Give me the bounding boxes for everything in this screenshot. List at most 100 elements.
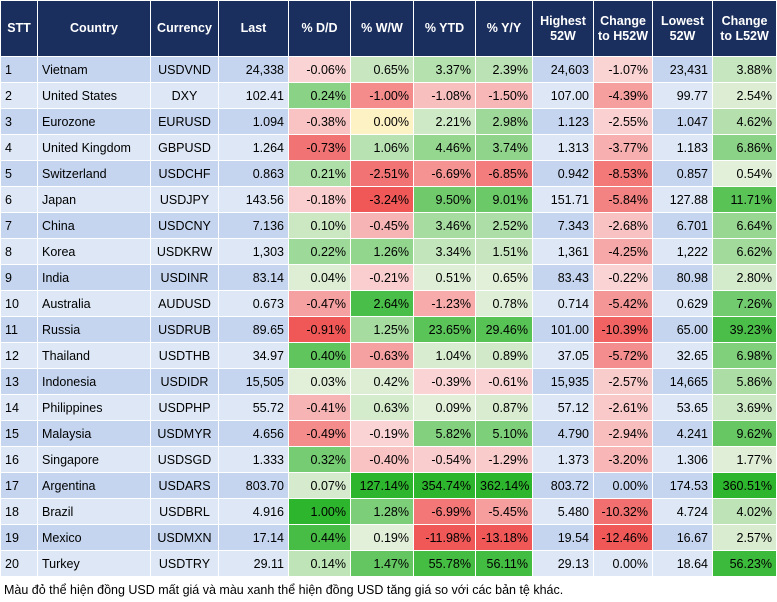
table-cell: 20 xyxy=(0,550,38,577)
table-cell: 83.43 xyxy=(532,264,594,291)
table-cell: 0.714 xyxy=(532,290,594,317)
table-cell: -2.55% xyxy=(593,108,653,135)
table-cell: GBPUSD xyxy=(150,134,219,161)
table-row: 17 Argentina USDARS 803.70 0.07% 127.14% 354.7… xyxy=(0,472,777,499)
table-cell: 102.41 xyxy=(218,82,289,109)
table-cell: -0.19% xyxy=(350,420,414,447)
table-cell: 803.72 xyxy=(532,472,594,499)
table-cell: USDRUB xyxy=(150,316,219,343)
table-cell: 7 xyxy=(0,212,38,239)
table-cell: 1.094 xyxy=(218,108,289,135)
table-cell: United States xyxy=(37,82,151,109)
table-cell: 29.13 xyxy=(532,550,594,577)
table-cell: 6.701 xyxy=(652,212,713,239)
table-cell: 4 xyxy=(0,134,38,161)
table-cell: -0.61% xyxy=(475,368,533,395)
table-cell: 0.857 xyxy=(652,160,713,187)
column-header: % D/D xyxy=(288,0,351,57)
table-cell: -5.45% xyxy=(475,498,533,525)
table-row: 8 Korea USDKRW 1,303 0.22% 1.26% 3.34% 1.51% 1,3… xyxy=(0,238,777,265)
table-cell: 0.629 xyxy=(652,290,713,317)
table-cell: 65.00 xyxy=(652,316,713,343)
table-cell: 0.65% xyxy=(475,264,533,291)
table-row: 5 Switzerland USDCHF 0.863 0.21% -2.51% -6.69%… xyxy=(0,160,777,187)
table-cell: 23.65% xyxy=(413,316,476,343)
table-cell: -4.39% xyxy=(593,82,653,109)
table-cell: 0.00% xyxy=(593,550,653,577)
table-cell: 0.40% xyxy=(288,342,351,369)
table-cell: DXY xyxy=(150,82,219,109)
table-cell: 1.06% xyxy=(350,134,414,161)
table-cell: 0.863 xyxy=(218,160,289,187)
table-cell: Japan xyxy=(37,186,151,213)
table-cell: 6.98% xyxy=(712,342,777,369)
table-cell: 0.44% xyxy=(288,524,351,551)
table-cell: 3.69% xyxy=(712,394,777,421)
table-cell: 3.74% xyxy=(475,134,533,161)
table-cell: USDBRL xyxy=(150,498,219,525)
table-cell: 7.136 xyxy=(218,212,289,239)
table-cell: 0.19% xyxy=(350,524,414,551)
table-cell: 57.12 xyxy=(532,394,594,421)
column-header: % W/W xyxy=(350,0,414,57)
table-cell: USDTRY xyxy=(150,550,219,577)
table-cell: -3.20% xyxy=(593,446,653,473)
table-cell: USDMYR xyxy=(150,420,219,447)
table-cell: 0.04% xyxy=(288,264,351,291)
table-cell: 1 xyxy=(0,56,38,83)
table-cell: 17.14 xyxy=(218,524,289,551)
table-cell: USDARS xyxy=(150,472,219,499)
table-cell: -2.61% xyxy=(593,394,653,421)
table-cell: 6.64% xyxy=(712,212,777,239)
fx-table: STT Country Currency Last% D/D% W/W% YTD% Y… xyxy=(0,0,777,577)
table-cell: USDJPY xyxy=(150,186,219,213)
table-cell: 5.86% xyxy=(712,368,777,395)
table-cell: 11 xyxy=(0,316,38,343)
table-cell: 10 xyxy=(0,290,38,317)
table-cell: -3.77% xyxy=(593,134,653,161)
table-cell: -0.22% xyxy=(593,264,653,291)
table-row: 15 Malaysia USDMYR 4.656 -0.49% -0.19% 5.82% 5.… xyxy=(0,420,777,447)
table-cell: 5.480 xyxy=(532,498,594,525)
column-header: Highest 52W xyxy=(532,0,594,57)
table-cell: 0.14% xyxy=(288,550,351,577)
column-header: Change to L52W xyxy=(712,0,777,57)
table-cell: 4.790 xyxy=(532,420,594,447)
table-cell: -5.84% xyxy=(593,186,653,213)
table-cell: -11.98% xyxy=(413,524,476,551)
table-cell: 0.07% xyxy=(288,472,351,499)
table-row: 16 Singapore USDSGD 1.333 0.32% -0.40% -0.54% -… xyxy=(0,446,777,473)
table-cell: 1.25% xyxy=(350,316,414,343)
table-cell: 4.916 xyxy=(218,498,289,525)
table-cell: -6.99% xyxy=(413,498,476,525)
table-cell: 127.14% xyxy=(350,472,414,499)
table-cell: 143.56 xyxy=(218,186,289,213)
table-cell: -1.23% xyxy=(413,290,476,317)
table-cell: Vietnam xyxy=(37,56,151,83)
table-cell: 360.51% xyxy=(712,472,777,499)
table-cell: -2.57% xyxy=(593,368,653,395)
table-cell: 19 xyxy=(0,524,38,551)
table-cell: 0.942 xyxy=(532,160,594,187)
header-row: STT Country Currency Last% D/D% W/W% YTD% Y… xyxy=(0,0,777,57)
table-cell: 2.52% xyxy=(475,212,533,239)
table-cell: 1.28% xyxy=(350,498,414,525)
table-cell: 3 xyxy=(0,108,38,135)
table-cell: 0.21% xyxy=(288,160,351,187)
table-cell: 56.23% xyxy=(712,550,777,577)
table-cell: Argentina xyxy=(37,472,151,499)
table-cell: 1.306 xyxy=(652,446,713,473)
table-cell: 0.42% xyxy=(350,368,414,395)
table-cell: 37.05 xyxy=(532,342,594,369)
table-cell: 0.10% xyxy=(288,212,351,239)
table-row: 19 Mexico USDMXN 17.14 0.44% 0.19% -11.98% -13.… xyxy=(0,524,777,551)
table-cell: -0.18% xyxy=(288,186,351,213)
table-cell: -0.39% xyxy=(413,368,476,395)
table-cell: 24,603 xyxy=(532,56,594,83)
table-cell: 3.37% xyxy=(413,56,476,83)
column-header: % YTD xyxy=(413,0,476,57)
table-cell: 17 xyxy=(0,472,38,499)
table-cell: 151.71 xyxy=(532,186,594,213)
table-cell: China xyxy=(37,212,151,239)
